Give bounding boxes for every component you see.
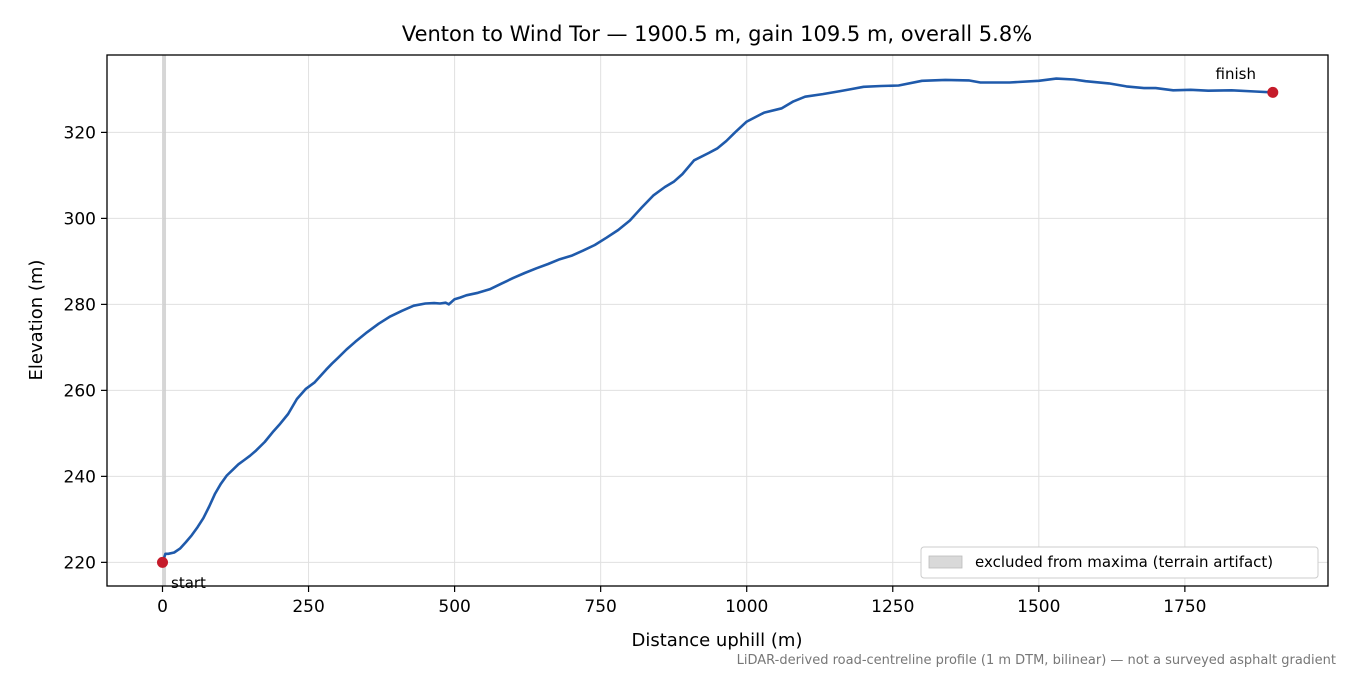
series-group	[161, 77, 1273, 563]
y-tick-label: 320	[64, 123, 96, 143]
grid-lines	[107, 55, 1328, 586]
y-tick-label: 260	[64, 381, 96, 401]
legend-swatch	[928, 555, 963, 569]
legend-box	[920, 546, 1319, 579]
plot-frame	[106, 54, 1329, 587]
x-tick-label: 1250	[871, 597, 914, 617]
x-tick-label: 750	[584, 597, 616, 617]
legend: excluded from maxima (terrain artifact)	[920, 546, 1319, 579]
excluded-band-rect	[162, 55, 167, 586]
footnote: LiDAR-derived road-centreline profile (1…	[737, 653, 1336, 668]
y-axis-ticks: 220 240 260 280 300 320	[64, 123, 107, 573]
x-tick-label: 500	[438, 597, 470, 617]
x-tick-label: 0	[157, 597, 168, 617]
y-tick-label: 300	[64, 209, 96, 229]
x-tick-label: 250	[292, 597, 324, 617]
x-axis-label: Distance uphill (m)	[632, 630, 803, 651]
x-tick-label: 1750	[1163, 597, 1206, 617]
y-tick-label: 220	[64, 553, 96, 573]
start-annotation: start	[171, 574, 206, 592]
excluded-band	[162, 55, 167, 586]
x-axis-ticks: 0 250 500 750 1000 1250 1500 1750	[157, 586, 1207, 617]
finish-marker	[1267, 86, 1279, 98]
endpoint-markers	[157, 86, 1279, 568]
start-marker	[157, 556, 168, 568]
y-axis-label: Elevation (m)	[26, 260, 47, 381]
x-tick-label: 1000	[725, 597, 768, 617]
x-tick-label: 1500	[1017, 597, 1060, 617]
elevation-line	[161, 77, 1273, 563]
y-tick-label: 280	[64, 295, 96, 315]
legend-label: excluded from maxima (terrain artifact)	[975, 553, 1273, 571]
chart-title: Venton to Wind Tor — 1900.5 m, gain 109.…	[402, 22, 1032, 46]
y-tick-label: 240	[64, 467, 96, 487]
finish-annotation: finish	[1216, 65, 1256, 83]
